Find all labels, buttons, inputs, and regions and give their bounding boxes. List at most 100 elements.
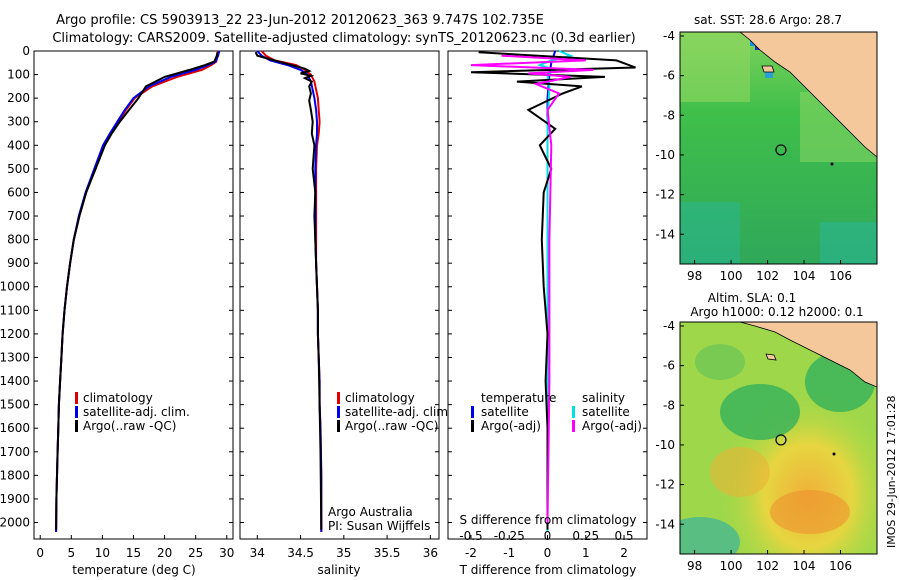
series-line-argo-raw-qc- [55,52,219,530]
sal-legend-label-climatology: climatology [345,391,415,405]
lat-tick-label: -12 [655,188,675,202]
depth-axis-ticks: 0 100 200 300 400 500 600 700 800 900 1000 1100 1200… [0,44,233,529]
x-tick-label: 15 [126,546,141,560]
sla-map-axes: 98 100 102 104 106 -4 -6 -8 -10 -12 -14 [655,319,852,573]
x-tick-label: -2 [465,546,477,560]
x-tick-label: -1 [503,546,515,560]
salinity-plot-frame [239,50,440,540]
lat-tick-label: -14 [655,517,675,531]
argo-position-marker [775,434,787,446]
s-diff-tick-label: -0.25 [494,529,525,543]
x-tick-label: 34 [250,546,265,560]
legend-label-climatology: climatology [83,391,153,405]
x-tick-label: 34.5 [287,546,314,560]
depth-tick-label: 0 [22,44,30,58]
depth-tick-label: 800 [7,233,30,247]
s-diff-tick-label: 0.5 [614,529,633,543]
pi-note: PI: Susan Wijffels [328,519,430,533]
difference-legend-temperature: temperature satellite Argo(-adj) [471,391,556,433]
argo-position-marker [775,144,787,156]
depth-tick-label: 1700 [0,445,30,459]
depth-tick-label: 1500 [0,398,30,412]
sla-map-title-line-2: Argo h1000: 0.12 h2000: 0.1 [690,305,863,319]
depth-tick-label: 1300 [0,350,30,364]
lon-tick-label: 104 [793,269,816,283]
legend-label-satellite-adj: satellite-adj. clim. [83,405,190,419]
sumatra-land-sla [739,322,877,388]
christmas-island [830,162,834,166]
difference-axis-label: T difference from climatology [459,563,637,577]
difference-depth-ticks [448,50,647,523]
lat-tick-label: -10 [655,148,675,162]
lat-tick-label: -8 [663,108,675,122]
temperature-legend: climatology satellite-adj. clim. Argo(..… [75,391,190,433]
diff-legend-sal-satellite: satellite [582,405,630,419]
x-tick-label: 0 [36,546,44,560]
lon-tick-label: 100 [720,559,743,573]
s-diff-tick-label: 0.25 [572,529,599,543]
sal-legend-label-satellite-adj: satellite-adj. clim. [345,405,452,419]
sal-legend-label-argo: Argo(..raw -QC) [345,419,438,433]
lat-tick-label: -8 [663,398,675,412]
sst-map-area [680,32,877,264]
sumatra-land [739,32,877,158]
lon-tick-label: 102 [756,559,779,573]
depth-tick-label: 500 [7,162,30,176]
lon-tick-label: 104 [793,559,816,573]
sst-map-panel: sat. SST: 28.6 Argo: 28.7 98 100 102 104 106… [655,13,878,283]
lat-tick-label: -12 [655,478,675,492]
lon-tick-label: 106 [829,269,852,283]
lat-tick-label: -4 [663,29,675,43]
depth-tick-label: 900 [7,256,30,270]
x-tick-label: 35 [336,546,351,560]
lat-tick-label: -14 [655,227,675,241]
sla-map-title-line-1: Altim. SLA: 0.1 [708,291,796,305]
temperature-panel: 0100200300400500600700800900100011001200… [0,44,234,577]
x-tick-label: 1 [582,546,590,560]
x-tick-label: 25 [188,546,203,560]
enggano-island-sla [765,353,777,361]
sst-map-axes: 98 100 102 104 106 -4 -6 -8 -10 -12 -14 [655,29,852,283]
diff-legend-title-salinity: salinity [582,391,625,405]
lat-tick-label: -6 [663,69,675,83]
difference-panel: -2 -1 0 1 2 T difference from climatology S … [447,50,648,577]
lon-tick-label: 100 [720,269,743,283]
salinity-axis-ticks: 34 34.5 35 35.5 36 [250,535,438,560]
title-line-2: Climatology: CARS2009. Satellite-adjuste… [52,31,635,46]
sla-map-frame [679,321,878,555]
depth-tick-label: 1000 [0,280,30,294]
depth-tick-label: 600 [7,185,30,199]
x-tick-label: 0 [544,546,552,560]
salinity-panel: 34 34.5 35 35.5 36 salinity climatology sate… [239,50,452,577]
depth-tick-label: 200 [7,91,30,105]
diff-legend-title-temperature: temperature [481,391,556,405]
lat-tick-label: -6 [663,359,675,373]
lon-tick-label: 102 [756,269,779,283]
depth-tick-label: 1200 [0,327,30,341]
x-tick-label: 2 [620,546,628,560]
salinity-series [254,50,323,532]
series-line-t-argo-adj- [470,51,636,530]
depth-tick-label: 1400 [0,374,30,388]
depth-tick-label: 700 [7,209,30,223]
x-tick-label: 36 [423,546,438,560]
temperature-series [55,50,221,532]
difference-axis-ticks: -2 -1 0 1 2 [465,535,628,560]
s-diff-tick-label: -0.5 [459,529,482,543]
salinity-legend: climatology satellite-adj. clim. Argo(..… [337,391,452,433]
lon-tick-label: 98 [687,269,702,283]
depth-tick-label: 1600 [0,421,30,435]
diff-legend-sal-argo: Argo(-adj) [582,419,642,433]
imos-timestamp: IMOS 29-Jun-2012 17:01:28 [885,395,898,548]
series-line-argo-raw-qc- [254,51,323,530]
depth-tick-label: 1800 [0,468,30,482]
sst-map-title: sat. SST: 28.6 Argo: 28.7 [694,13,842,27]
sst-map-frame [679,31,878,265]
temperature-plot-frame [33,50,234,540]
depth-tick-label: 400 [7,138,30,152]
salinity-difference-ticks: -0.5 -0.25 0 0.25 0.5 [459,529,633,543]
lon-tick-label: 98 [687,559,702,573]
salinity-depth-ticks [240,50,439,523]
sla-map-area [680,322,877,554]
